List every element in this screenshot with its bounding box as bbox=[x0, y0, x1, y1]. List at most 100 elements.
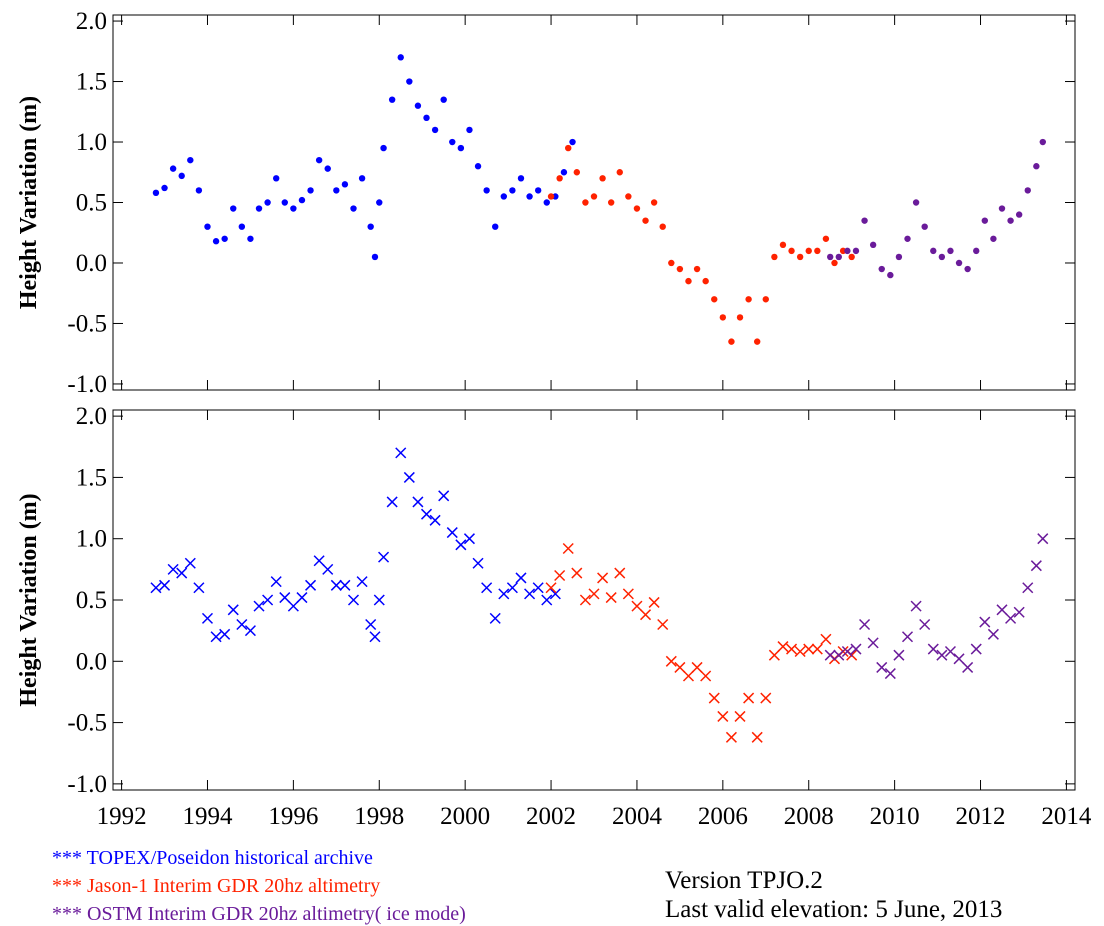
data-point bbox=[341, 181, 349, 188]
data-point bbox=[573, 169, 581, 176]
data-point bbox=[281, 199, 288, 206]
data-point bbox=[227, 604, 239, 616]
data-point bbox=[852, 247, 860, 255]
data-point bbox=[169, 165, 177, 172]
series bbox=[150, 447, 561, 643]
data-point bbox=[204, 223, 211, 230]
data-point bbox=[545, 582, 557, 594]
data-point bbox=[674, 661, 686, 673]
data-point bbox=[970, 643, 982, 655]
y-tick-label: 2.0 bbox=[76, 8, 107, 35]
data-point bbox=[796, 253, 804, 261]
data-point bbox=[296, 592, 308, 604]
data-point bbox=[893, 649, 905, 661]
data-point bbox=[973, 247, 980, 255]
data-point bbox=[279, 592, 291, 604]
data-point bbox=[884, 668, 896, 680]
data-point bbox=[702, 277, 709, 285]
y-tick-label: 1.0 bbox=[76, 129, 107, 156]
data-point bbox=[324, 165, 331, 172]
data-point bbox=[498, 588, 510, 600]
series bbox=[545, 542, 858, 743]
data-point bbox=[648, 596, 660, 608]
data-point bbox=[305, 579, 317, 591]
data-point bbox=[1024, 187, 1031, 194]
data-point bbox=[541, 594, 553, 606]
data-point bbox=[255, 205, 263, 212]
data-point bbox=[524, 588, 536, 600]
data-point bbox=[779, 241, 787, 249]
data-point bbox=[1037, 533, 1049, 545]
data-point bbox=[979, 616, 991, 628]
data-point bbox=[788, 247, 795, 255]
data-point bbox=[953, 653, 965, 665]
x-tick-label: 2002 bbox=[526, 803, 576, 830]
data-point bbox=[159, 579, 171, 591]
data-point bbox=[693, 265, 701, 273]
data-point bbox=[420, 508, 433, 520]
data-point bbox=[201, 612, 214, 624]
y-tick-label: 1.5 bbox=[76, 69, 107, 96]
data-point bbox=[406, 78, 413, 85]
data-point bbox=[388, 96, 396, 103]
data-point bbox=[640, 609, 652, 621]
data-point bbox=[887, 271, 894, 279]
x-tick-label: 2000 bbox=[440, 803, 490, 830]
data-point bbox=[876, 661, 888, 673]
x-tick-label: 2008 bbox=[784, 803, 834, 830]
data-point bbox=[472, 557, 484, 569]
data-point bbox=[947, 247, 954, 255]
data-point bbox=[547, 193, 555, 200]
data-point bbox=[210, 631, 222, 643]
data-point bbox=[597, 572, 609, 584]
data-point bbox=[221, 235, 228, 242]
data-point bbox=[811, 643, 823, 655]
data-point bbox=[719, 314, 727, 321]
data-point bbox=[901, 631, 914, 643]
data-point bbox=[814, 247, 821, 255]
data-point bbox=[376, 199, 383, 206]
data-point bbox=[936, 649, 948, 661]
data-point bbox=[859, 618, 871, 631]
data-point bbox=[869, 241, 877, 249]
data-point bbox=[762, 296, 769, 303]
data-point bbox=[449, 138, 456, 146]
data-point bbox=[777, 641, 789, 653]
data-point bbox=[616, 169, 623, 176]
data-point bbox=[599, 175, 606, 182]
data-point bbox=[728, 338, 735, 345]
data-point bbox=[685, 277, 692, 285]
data-point bbox=[708, 692, 720, 704]
data-point bbox=[333, 187, 340, 194]
data-point bbox=[219, 628, 231, 640]
data-point bbox=[373, 594, 385, 606]
data-point bbox=[700, 670, 712, 682]
x-tick-label: 2006 bbox=[698, 803, 748, 830]
plot-frame bbox=[112, 409, 1076, 791]
y-tick-label: -0.5 bbox=[67, 710, 107, 737]
data-point bbox=[753, 338, 761, 345]
data-point bbox=[184, 557, 196, 569]
data-point bbox=[631, 600, 643, 612]
data-point bbox=[238, 223, 246, 230]
data-point bbox=[455, 539, 467, 551]
data-point bbox=[930, 247, 937, 255]
data-point bbox=[290, 205, 297, 212]
data-point bbox=[264, 199, 271, 206]
data-point bbox=[347, 594, 360, 606]
data-point bbox=[622, 588, 634, 600]
x-tick-label: 1996 bbox=[268, 803, 318, 830]
data-point bbox=[676, 265, 684, 273]
data-point bbox=[562, 542, 574, 555]
y-axis-label: Height Variation (m) bbox=[16, 96, 42, 309]
y-tick-label: 0.5 bbox=[76, 587, 107, 614]
data-point bbox=[717, 710, 729, 722]
data-point bbox=[786, 643, 798, 655]
data-point bbox=[938, 253, 946, 261]
data-point bbox=[534, 187, 542, 194]
y-tick-label: 0.0 bbox=[76, 648, 107, 675]
data-point bbox=[895, 253, 903, 261]
data-point bbox=[824, 649, 836, 661]
data-point bbox=[212, 238, 220, 245]
